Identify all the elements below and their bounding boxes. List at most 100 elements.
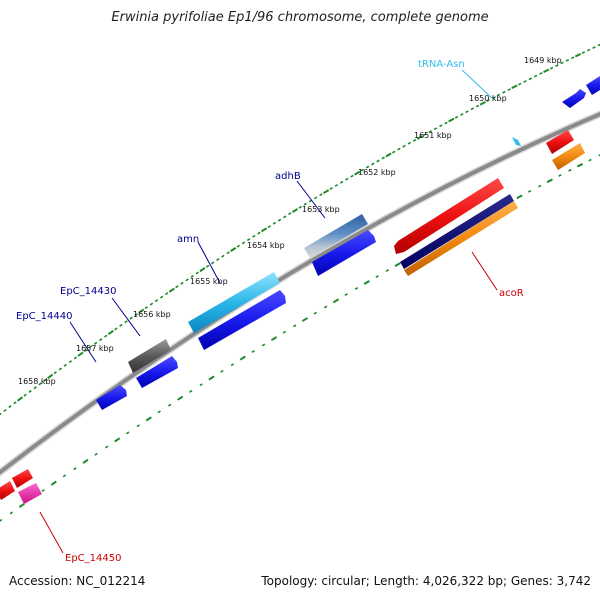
gene-EpC_14430-bar[interactable] (128, 339, 171, 373)
scale-tick-mark (18, 502, 25, 508)
scale-tick-mark (119, 323, 123, 327)
scale-tick-mark (502, 90, 506, 94)
scale-tick-mark (538, 184, 542, 188)
scale-tick-mark (496, 93, 501, 97)
gene-acoR-orange-bar[interactable] (404, 201, 518, 276)
gene-acoR-navy-bar[interactable] (400, 194, 514, 269)
scale-tick-mark (195, 271, 199, 275)
label-tRNA-Asn[interactable]: tRNA-Asn (418, 59, 465, 70)
scale-label-1653: 1653 kbp (302, 205, 340, 214)
scale-tick-mark (261, 343, 266, 347)
scale-label-1657: 1657 kbp (76, 344, 114, 353)
gene-acoR-red-arrow[interactable] (394, 178, 504, 254)
scale-tick-mark (62, 474, 67, 478)
scale-tick-mark (334, 183, 339, 187)
scale-tick-mark (470, 107, 474, 111)
gene-EpC_14450[interactable] (18, 483, 42, 504)
label-amn[interactable]: amn (177, 234, 199, 245)
scale-tick-mark (460, 113, 464, 116)
scale-tick-mark (381, 156, 385, 160)
gene-arrow-reverse[interactable] (552, 143, 585, 170)
callout-lines (39, 69, 498, 554)
scale-tick-mark (486, 99, 490, 102)
scale-tick-mark (180, 281, 184, 285)
scale-tick-mark (277, 218, 282, 222)
gene-arrow-reverse[interactable] (546, 130, 574, 154)
scale-tick-mark (439, 124, 443, 128)
scale-tick-mark (220, 369, 224, 373)
scale-tick-mark (28, 389, 32, 393)
scale-tick-mark (50, 480, 57, 486)
label-EpC_14440[interactable]: EpC_14440 (16, 311, 72, 322)
scale-tick-mark (291, 208, 299, 213)
label-EpC_14430[interactable]: EpC_14430 (60, 286, 116, 297)
scale-tick-mark (350, 174, 354, 178)
gene-adhB-bar[interactable] (304, 214, 368, 258)
scale-tick-mark (301, 317, 309, 322)
scale-tick-mark (77, 351, 84, 357)
scale-tick-mark (145, 416, 152, 422)
scale-tick-mark (523, 80, 527, 83)
gene-arrow-reverse[interactable] (0, 481, 15, 500)
callout-adhB (296, 180, 326, 219)
scale-tick-mark (423, 133, 427, 136)
scale-tick-mark (94, 452, 98, 456)
scale-tick-mark (392, 150, 396, 154)
scale-tick-mark (314, 196, 318, 200)
scale-tick-mark (93, 341, 98, 345)
scale-tick-mark (43, 378, 47, 382)
scale-tick-mark (365, 165, 370, 169)
scale-tick-mark (58, 367, 62, 371)
scale-tick-mark (345, 177, 349, 181)
scale-tick-mark (73, 356, 78, 360)
scale-tick-mark (560, 61, 564, 65)
scale-tick-mark (211, 261, 215, 265)
scale-tick-mark (412, 138, 417, 142)
gene-EpC_14440-arrow[interactable] (96, 385, 127, 410)
scale-tick-mark (124, 320, 128, 324)
scale-tick-mark (298, 205, 302, 209)
gene-amn-arrow[interactable] (198, 290, 286, 350)
scale-tick-mark (3, 408, 7, 413)
scale-tick-mark (168, 287, 175, 293)
scale-tick-mark (587, 48, 591, 52)
scale-label-1655: 1655 kbp (190, 277, 228, 286)
callout-tRNA-Asn (461, 69, 494, 100)
scale-tick-mark (558, 174, 562, 177)
scale-tick-mark (154, 299, 159, 303)
scale-label-1649: 1649 kbp (524, 56, 562, 65)
scale-tick-mark (385, 152, 392, 158)
scale-tick-mark (41, 488, 45, 493)
scale-tick-mark (236, 244, 240, 248)
scale-tick-mark (17, 396, 23, 402)
scale-tick-mark (134, 313, 138, 317)
scale-tick-mark (0, 518, 3, 522)
scale-tick-mark (8, 405, 12, 409)
scale-tick-mark (239, 355, 246, 361)
scale-tick-mark (53, 371, 57, 375)
scale-tick-mark (444, 121, 448, 125)
gene-EpC_14430-arrow[interactable] (136, 356, 178, 388)
scale-tick-mark (99, 338, 103, 342)
scale-tick-mark (354, 170, 361, 176)
scale-tick-mark (175, 285, 179, 289)
label-EpC_14450[interactable]: EpC_14450 (65, 553, 121, 564)
gene-amn-bar[interactable] (188, 272, 280, 333)
scale-tick-mark (539, 72, 543, 75)
trna-gene-mark[interactable] (512, 137, 521, 146)
scale-tick-mark (88, 345, 93, 349)
callout-EpC_14440 (69, 321, 97, 363)
label-adhB[interactable]: adhB (275, 171, 301, 182)
gene-arrow-forward[interactable] (586, 76, 600, 95)
scale-tick-mark (114, 437, 121, 443)
scale-tick-mark (571, 56, 575, 60)
gene-arrow-reverse[interactable] (12, 469, 33, 488)
scale-tick-mark (33, 386, 37, 390)
scale-label-1651: 1651 kbp (414, 131, 452, 140)
label-acoR[interactable]: acoR (499, 288, 524, 299)
gene-adhB-arrow[interactable] (312, 230, 376, 276)
chromosome-backbone-core (0, 112, 600, 475)
gene-arrow-forward[interactable] (562, 89, 586, 108)
scale-tick-mark (165, 292, 169, 296)
scale-tick-mark (104, 334, 108, 338)
